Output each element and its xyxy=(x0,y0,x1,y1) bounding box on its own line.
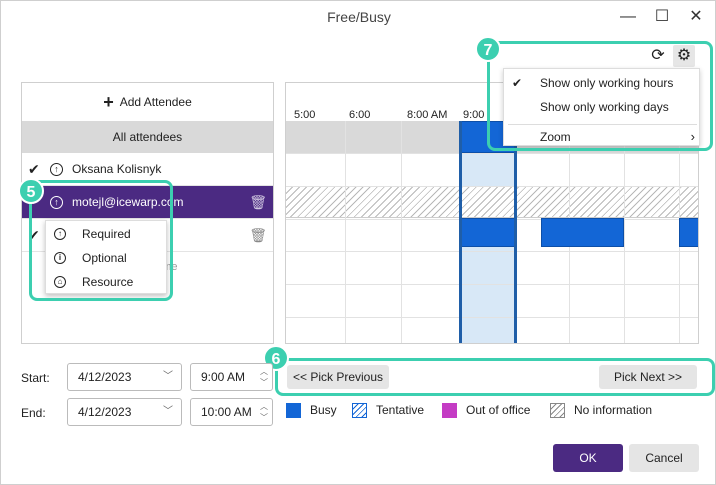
start-time-input[interactable]: 9:00 AM ︿ ﹀ xyxy=(190,363,273,391)
grid-line xyxy=(401,121,402,343)
busy-block xyxy=(541,218,624,247)
busy-block xyxy=(679,218,698,247)
trash-icon[interactable]: 🗑 xyxy=(249,194,267,210)
add-attendee-button[interactable]: + Add Attendee xyxy=(22,83,273,121)
start-date-value: 4/12/2023 xyxy=(78,370,132,384)
legend-label: Tentative xyxy=(376,403,425,417)
maximize-button[interactable]: ☐ xyxy=(654,8,670,25)
arrow-up-circle-icon[interactable]: ↑ xyxy=(50,196,63,209)
menu-item-label: Show only working hours xyxy=(540,76,674,90)
grid-line xyxy=(286,153,698,154)
busy-block xyxy=(461,218,515,247)
callout-6-frame xyxy=(275,358,715,396)
role-menu-item-required[interactable]: ↑ Required xyxy=(46,222,168,246)
selection-end-handle[interactable] xyxy=(514,121,517,343)
arrow-up-circle-icon: ↑ xyxy=(54,228,66,240)
end-time-input[interactable]: 10:00 AM ︿ ﹀ xyxy=(190,398,273,426)
hour-label: 5:00 xyxy=(294,109,316,121)
role-menu: ↑ Required i Optional ⌂ Resource xyxy=(45,220,167,294)
trash-icon[interactable]: 🗑 xyxy=(249,227,267,243)
grid-line xyxy=(286,186,698,187)
attendee-name: Oksana Kolisnyk xyxy=(72,162,162,176)
end-date-picker[interactable]: 4/12/2023 ﹀ xyxy=(67,398,182,426)
refresh-icon[interactable]: ⟳ xyxy=(651,47,665,64)
grid-line xyxy=(286,251,698,252)
menu-separator xyxy=(508,124,697,125)
close-button[interactable]: ✕ xyxy=(689,8,703,25)
grid-line xyxy=(286,284,698,285)
menu-item-label: Show only working days xyxy=(540,100,669,114)
callout-5-frame xyxy=(29,180,173,301)
check-icon: ✔ xyxy=(512,76,523,90)
end-label: End: xyxy=(21,406,46,420)
role-menu-item-optional[interactable]: i Optional xyxy=(46,246,168,270)
cancel-button[interactable]: Cancel xyxy=(629,444,699,472)
start-date-picker[interactable]: 4/12/2023 ﹀ xyxy=(67,363,182,391)
check-icon[interactable]: ✔ xyxy=(28,227,40,243)
legend-swatch xyxy=(550,403,565,418)
role-menu-label: Resource xyxy=(82,275,134,289)
spinner-icon[interactable]: ︿ ﹀ xyxy=(260,367,268,387)
attendee-row[interactable]: ✔ ↑ Oksana Kolisnyk xyxy=(22,153,273,186)
arrow-up-circle-icon[interactable]: ↑ xyxy=(50,163,63,176)
pick-previous-button[interactable]: << Pick Previous xyxy=(287,365,389,389)
role-menu-label: Required xyxy=(82,227,131,241)
chevron-down-icon[interactable]: ﹀ xyxy=(163,371,173,382)
spinner-icon[interactable]: ︿ ﹀ xyxy=(260,402,268,422)
end-date-value: 4/12/2023 xyxy=(78,405,132,419)
attendee-row-selected[interactable]: ↑ motejl@icewarp.com 🗑 xyxy=(22,186,273,219)
menu-item-working-days[interactable]: Show only working days xyxy=(504,95,701,119)
grid-line xyxy=(624,121,625,343)
no-information-band xyxy=(286,186,698,218)
attendee-name: motejl@icewarp.com xyxy=(72,195,184,209)
chevron-down-icon[interactable]: ﹀ xyxy=(163,406,173,417)
menu-item-zoom[interactable]: Zoom › xyxy=(504,125,701,149)
grid-line xyxy=(345,121,346,343)
hour-label: 9:00 xyxy=(463,109,485,121)
info-circle-icon: i xyxy=(54,252,66,264)
menu-item-label: Zoom xyxy=(540,130,571,144)
selection-start-handle[interactable] xyxy=(459,121,462,343)
legend-label: Out of office xyxy=(466,403,531,417)
plus-icon: + xyxy=(103,92,114,112)
hour-label: 6:00 xyxy=(349,109,371,121)
role-menu-label: Optional xyxy=(82,251,127,265)
window-title: Free/Busy xyxy=(327,9,391,25)
pick-next-button[interactable]: Pick Next >> xyxy=(599,365,697,389)
role-menu-item-resource[interactable]: ⌂ Resource xyxy=(46,270,168,294)
hour-label: 8:00 AM xyxy=(407,109,448,121)
gear-icon[interactable]: ⚙ xyxy=(673,45,695,67)
legend-swatch xyxy=(442,403,457,418)
menu-item-working-hours[interactable]: ✔ Show only working hours xyxy=(504,71,701,95)
all-attendees-row[interactable]: All attendees xyxy=(22,121,273,153)
chevron-right-icon: › xyxy=(690,129,695,144)
end-time-value: 10:00 AM xyxy=(201,405,252,419)
title-bar: Free/Busy — ☐ ✕ xyxy=(1,1,716,35)
add-attendee-label: Add Attendee xyxy=(119,95,192,109)
callout-7-frame xyxy=(487,41,713,151)
grid-line xyxy=(286,317,698,318)
home-circle-icon: ⌂ xyxy=(54,276,66,288)
check-icon[interactable]: ✔ xyxy=(28,161,40,177)
callout-7-badge: 7 xyxy=(475,36,501,62)
legend-swatch xyxy=(286,403,301,418)
legend-label: Busy xyxy=(310,403,337,417)
ok-button[interactable]: OK xyxy=(553,444,623,472)
settings-menu: ✔ Show only working hours Show only work… xyxy=(503,68,700,146)
callout-5-badge: 5 xyxy=(18,178,44,204)
minimize-button[interactable]: — xyxy=(620,8,636,25)
start-time-value: 9:00 AM xyxy=(201,370,246,384)
legend-swatch xyxy=(352,403,367,418)
start-label: Start: xyxy=(21,371,50,385)
legend-label: No information xyxy=(574,403,653,417)
